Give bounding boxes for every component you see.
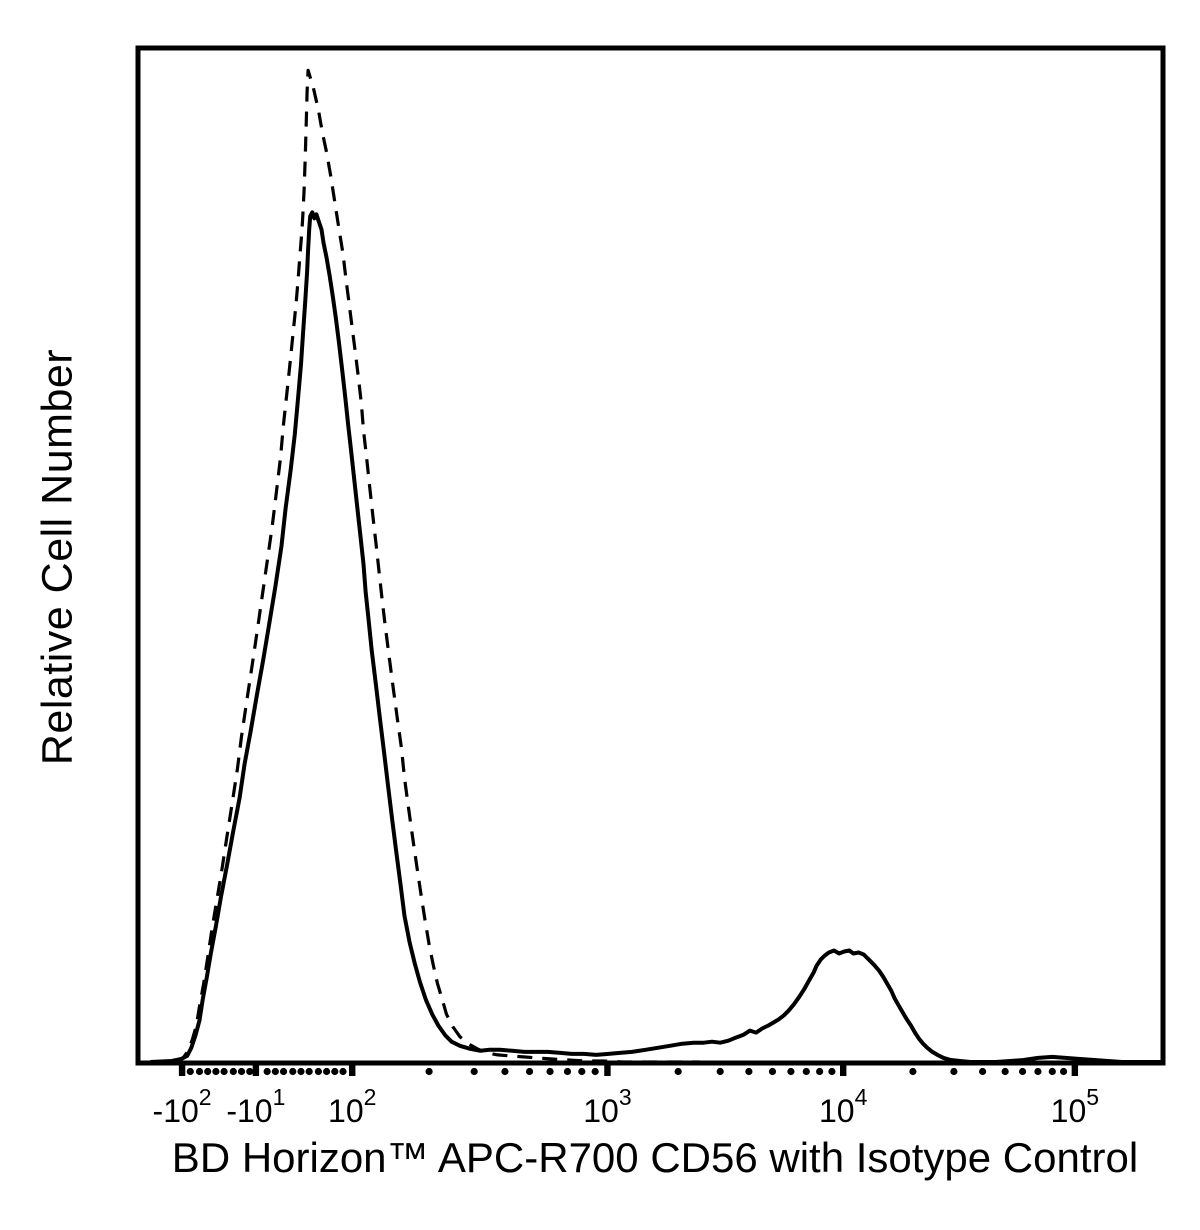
x-axis-major-tick xyxy=(178,1061,186,1076)
x-axis-minor-tick xyxy=(816,1067,824,1076)
x-axis-minor-tick xyxy=(768,1067,777,1076)
x-axis-minor-tick xyxy=(331,1067,339,1076)
x-axis-minor-tick xyxy=(950,1067,958,1076)
x-axis-tick-label: -101 xyxy=(226,1084,285,1129)
x-axis-tick-label: -102 xyxy=(153,1084,212,1129)
x-axis-minor-tick xyxy=(237,1067,246,1076)
x-axis-minor-tick xyxy=(1001,1067,1009,1076)
y-axis-title: Relative Cell Number xyxy=(33,348,82,766)
x-axis-minor-tick xyxy=(745,1067,753,1076)
x-axis-minor-tick xyxy=(314,1067,322,1076)
x-axis-minor-tick xyxy=(246,1067,254,1076)
x-axis-minor-tick xyxy=(305,1067,313,1076)
x-axis-minor-tick xyxy=(279,1067,288,1076)
x-axis-tick-label: 103 xyxy=(583,1084,631,1129)
x-axis-minor-tick xyxy=(212,1067,220,1076)
x-axis-tick-label: 105 xyxy=(1051,1084,1099,1129)
x-axis-minor-tick xyxy=(271,1067,279,1076)
x-axis-minor-tick xyxy=(1034,1067,1042,1076)
x-axis-minor-tick xyxy=(204,1067,212,1076)
x-axis-tick-label: 102 xyxy=(328,1084,376,1129)
x-axis-minor-tick xyxy=(339,1067,347,1076)
x-axis-minor-tick xyxy=(1018,1067,1027,1076)
x-axis-major-tick xyxy=(252,1061,260,1076)
x-axis-minor-tick xyxy=(591,1067,599,1076)
x-axis-minor-tick xyxy=(229,1067,237,1076)
x-axis-major-tick xyxy=(604,1061,611,1076)
x-axis-minor-tick xyxy=(979,1067,987,1076)
x-axis-minor-tick xyxy=(425,1067,433,1076)
x-axis-minor-tick xyxy=(297,1067,305,1076)
x-axis-minor-tick xyxy=(674,1067,682,1076)
x-axis-minor-tick xyxy=(195,1067,204,1076)
x-axis-minor-tick xyxy=(802,1067,810,1076)
x-axis-major-tick xyxy=(840,1061,847,1076)
x-axis-title: BD Horizon™ APC-R700 CD56 with Isotype C… xyxy=(171,1134,1139,1181)
x-axis-minor-tick xyxy=(716,1067,724,1076)
x-axis-minor-tick xyxy=(787,1067,795,1076)
x-axis-major-tick xyxy=(349,1061,356,1076)
x-axis-major-tick xyxy=(1071,1061,1079,1076)
x-axis-minor-tick xyxy=(1048,1067,1056,1076)
x-axis-minor-tick xyxy=(323,1067,331,1076)
x-axis-tick-label: 104 xyxy=(819,1084,868,1129)
isotype-control-curve xyxy=(150,68,700,1064)
plot-border xyxy=(135,45,1166,1066)
x-axis-minor-tick xyxy=(546,1067,554,1076)
x-axis-minor-tick xyxy=(525,1067,534,1076)
cd56-curve xyxy=(150,210,1163,1064)
x-axis-minor-tick xyxy=(220,1067,228,1076)
x-axis-minor-tick xyxy=(501,1067,509,1076)
x-axis-minor-tick xyxy=(470,1067,478,1076)
x-axis-minor-tick xyxy=(1059,1067,1068,1076)
x-axis-minor-tick xyxy=(563,1067,572,1076)
x-axis-minor-tick xyxy=(578,1067,586,1076)
x-axis-minor-tick xyxy=(186,1067,194,1076)
x-axis-minor-tick xyxy=(828,1067,836,1076)
x-axis-minor-tick xyxy=(289,1067,297,1076)
x-axis-minor-tick xyxy=(909,1067,917,1076)
x-axis-minor-tick xyxy=(263,1067,271,1076)
